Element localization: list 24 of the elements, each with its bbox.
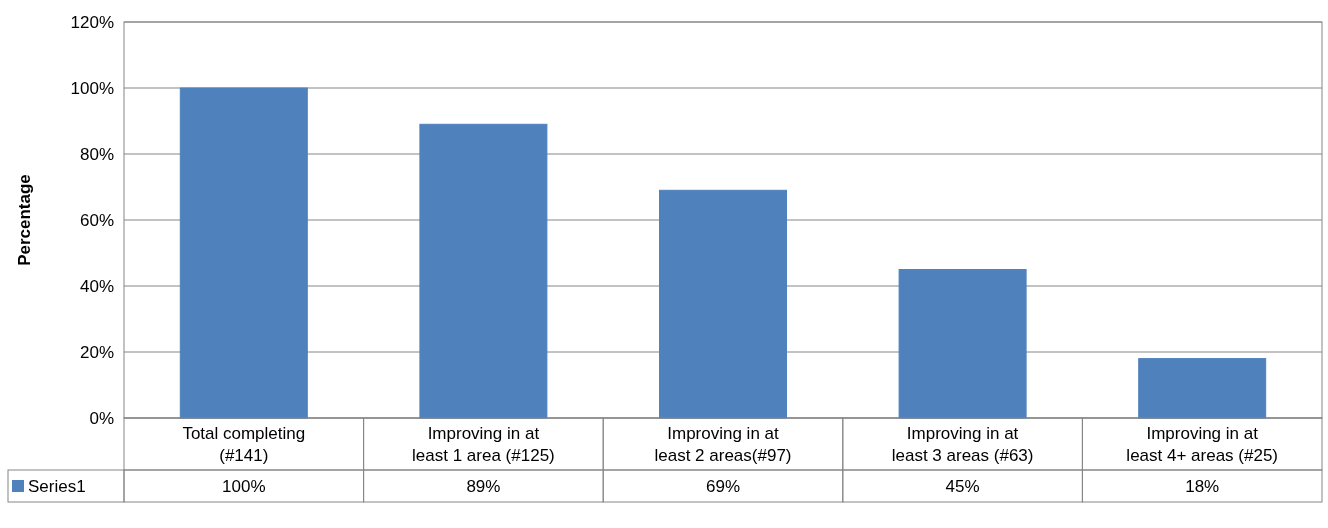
y-axis-title: Percentage [15, 174, 34, 266]
bar [659, 189, 787, 419]
y-tick-label: 40% [79, 276, 114, 296]
data-label: 45% [945, 476, 980, 496]
bar [1138, 358, 1267, 419]
data-label: 18% [1185, 476, 1220, 496]
x-tick-label: Improving in at least 4+ areas (#25) [1126, 423, 1279, 465]
x-tick-label: Improving in at least 2 areas(#97) [654, 423, 792, 465]
x-tick-label: Total completing (#141) [182, 423, 306, 465]
bar [419, 123, 548, 419]
y-tick-label: 20% [79, 342, 114, 362]
bar [898, 269, 1027, 419]
y-tick-label: 0% [89, 408, 114, 428]
y-tick-label: 60% [79, 210, 114, 230]
y-tick-label: 80% [79, 144, 114, 164]
x-tick-label: Improving in at least 3 areas (#63) [891, 423, 1034, 465]
y-tick-label: 100% [70, 78, 114, 98]
bar [179, 87, 308, 419]
legend-label: Series1 [28, 476, 86, 496]
y-tick-label: 120% [70, 12, 114, 32]
data-label: 69% [705, 476, 741, 496]
x-tick-label: Improving in at least 1 area (#125) [412, 423, 555, 465]
data-label: 89% [466, 476, 501, 496]
data-label: 100% [222, 476, 266, 496]
